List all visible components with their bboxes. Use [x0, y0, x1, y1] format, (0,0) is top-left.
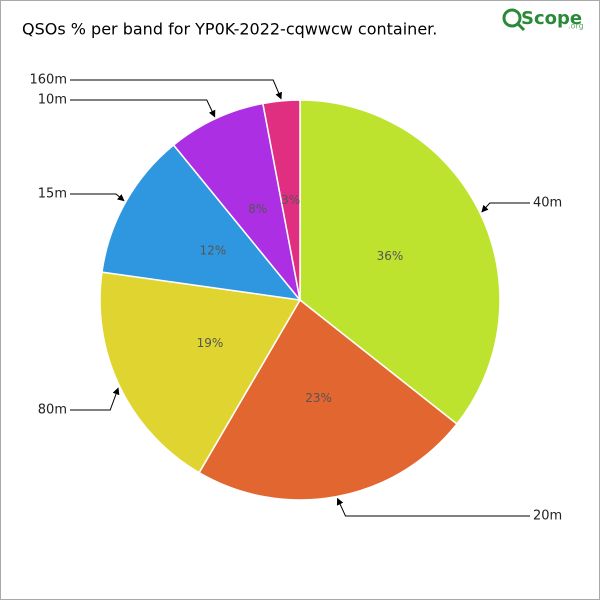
logo-text: Scope — [521, 8, 582, 29]
category-label: 20m — [533, 509, 562, 524]
pie-slice — [262, 99, 301, 301]
category-label: 10m — [38, 93, 67, 108]
value-label: 19% — [197, 336, 224, 350]
category-label: 40m — [533, 196, 562, 211]
leader-line — [336, 497, 530, 517]
value-label: 8% — [248, 202, 267, 216]
leader-line — [70, 387, 120, 411]
value-label: 23% — [305, 391, 332, 405]
chart-title: QSOs % per band for YP0K-2022-cqwwcw con… — [22, 20, 437, 39]
pie-slice — [99, 271, 302, 474]
leader-line — [70, 99, 216, 118]
value-label: 36% — [377, 249, 404, 263]
leader-line — [481, 202, 530, 213]
logo-icon — [502, 8, 522, 28]
logo-icon — [515, 21, 526, 32]
category-label: 80m — [38, 403, 67, 418]
pie-slice — [101, 143, 302, 302]
value-label: 12% — [200, 243, 227, 257]
pie-slice — [198, 298, 458, 501]
logo: Scope .org — [502, 8, 584, 32]
logo-suffix: .org — [568, 22, 584, 31]
category-label: 15m — [38, 187, 67, 202]
category-label: 160m — [30, 73, 67, 88]
pie-slice — [299, 99, 501, 426]
leader-line — [70, 79, 282, 100]
pie-slice — [172, 102, 301, 301]
value-label: 3% — [281, 193, 300, 207]
leader-line — [70, 193, 125, 202]
